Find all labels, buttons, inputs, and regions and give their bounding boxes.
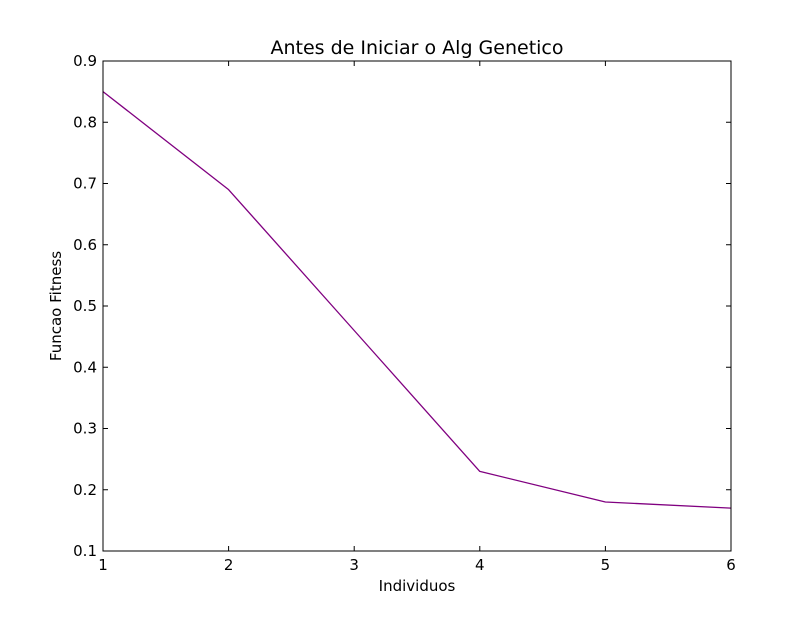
series-layer bbox=[102, 91, 732, 509]
series-line-0 bbox=[102, 91, 732, 509]
x-tick-label: 5 bbox=[601, 556, 611, 574]
x-tick-label: 1 bbox=[98, 556, 108, 574]
x-axis-label: Individuos bbox=[379, 577, 456, 595]
y-tick-label: 0.2 bbox=[73, 481, 97, 499]
x-tick-label: 3 bbox=[349, 556, 359, 574]
y-tick-label: 0.9 bbox=[73, 52, 97, 70]
y-tick-label: 0.5 bbox=[73, 297, 97, 315]
y-tick-label: 0.4 bbox=[73, 358, 97, 376]
y-tick-label: 0.7 bbox=[73, 175, 97, 193]
x-tick-label: 6 bbox=[726, 556, 736, 574]
y-tick-label: 0.8 bbox=[73, 113, 97, 131]
plot-frame bbox=[102, 60, 732, 552]
y-tick-label: 0.3 bbox=[73, 420, 97, 438]
ticks-layer: 1 2 3 4 5 6 0.1 0.2 0.3 0.4 0.5 0.6 0.7 0.8 0.9 bbox=[73, 52, 736, 574]
y-axis-label: Funcao Fitness bbox=[47, 251, 65, 361]
x-tick-label: 2 bbox=[224, 556, 234, 574]
y-tick-label: 0.1 bbox=[73, 542, 97, 560]
y-tick-label: 0.6 bbox=[73, 236, 97, 254]
chart-title: Antes de Iniciar o Alg Genetico bbox=[270, 37, 563, 59]
x-tick-label: 4 bbox=[475, 556, 485, 574]
